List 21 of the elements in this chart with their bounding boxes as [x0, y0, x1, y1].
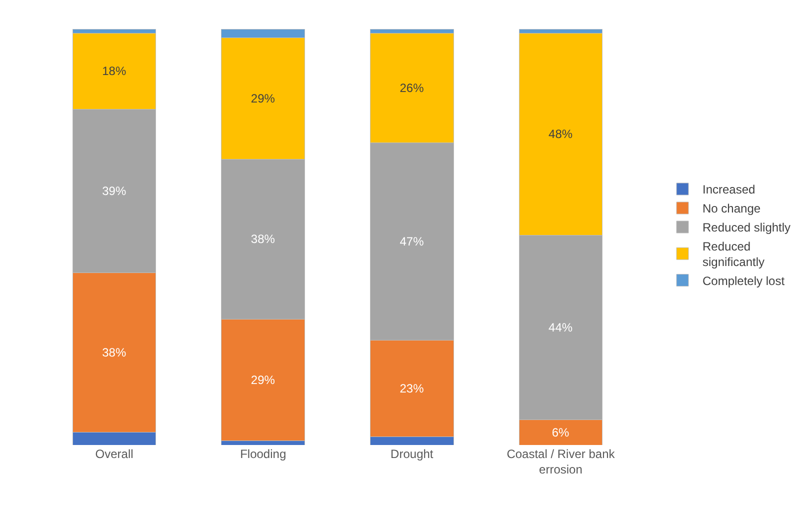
data-label: 6% — [552, 425, 570, 440]
x-tick-label: Flooding — [240, 447, 286, 461]
data-label: 29% — [250, 92, 276, 106]
data-label: 38% — [102, 346, 126, 360]
data-label: 44% — [548, 320, 573, 334]
data-label: 23% — [400, 381, 424, 396]
data-label: 39% — [102, 184, 126, 198]
legend-label: No change — [702, 202, 761, 216]
data-label: 26% — [400, 81, 424, 95]
data-label: 18% — [102, 64, 126, 78]
x-tick-label: Drought — [390, 447, 434, 461]
legend-label: Reduced slightly — [702, 220, 791, 235]
data-label: 47% — [400, 234, 424, 248]
legend-label: Completely lost — [702, 274, 786, 288]
legend-label: Increased — [702, 182, 756, 197]
x-tick-label: Coastal / River bank errosion — [506, 447, 616, 477]
legend-label: Reduced significantly — [702, 239, 765, 270]
x-tick-label: Overall — [95, 447, 134, 461]
data-label: 48% — [548, 127, 573, 142]
data-label: 29% — [250, 372, 276, 387]
data-label: 38% — [250, 232, 276, 246]
